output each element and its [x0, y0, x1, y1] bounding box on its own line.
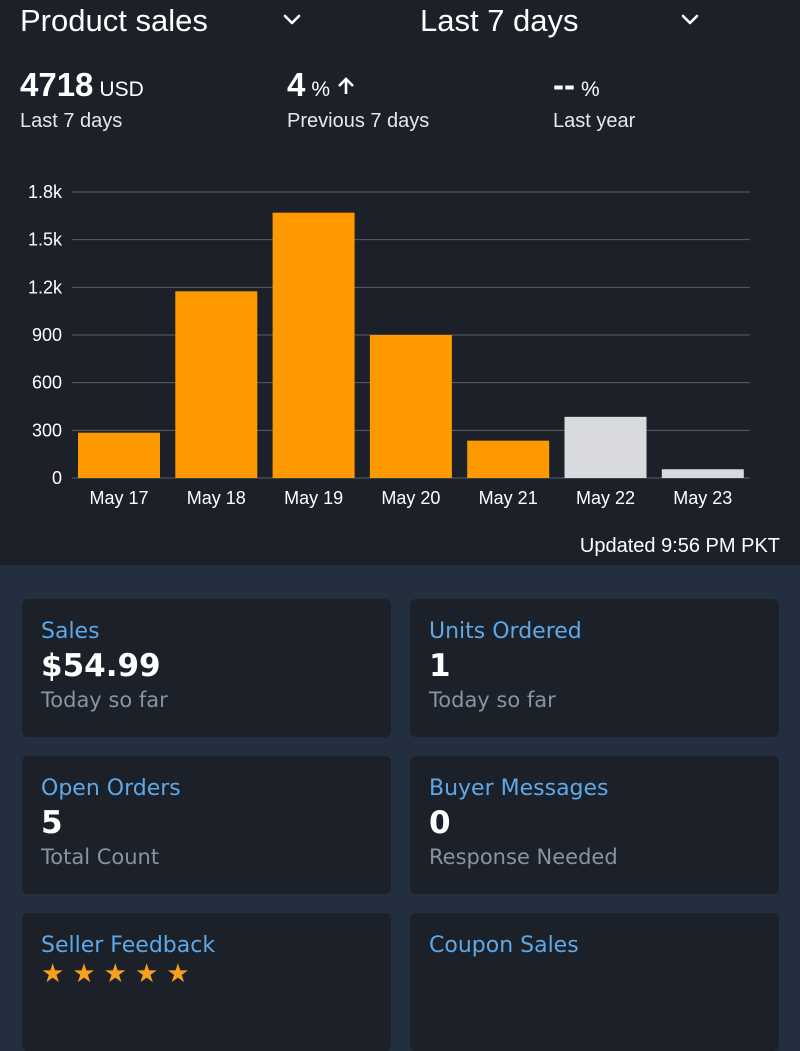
- previous-period-unit: %: [311, 78, 331, 101]
- y-tick-label: 1.2k: [28, 277, 63, 297]
- bar-may-21[interactable]: [467, 440, 550, 478]
- open-orders-card[interactable]: Open Orders 5 Total Count: [22, 756, 391, 894]
- buyer-messages-title: Buyer Messages: [429, 776, 609, 801]
- x-tick-label: May 17: [89, 488, 148, 508]
- arrow-up-icon: [338, 77, 354, 94]
- star-icon: ★: [72, 958, 104, 988]
- y-tick-label: 300: [32, 420, 62, 440]
- previous-period-caption: Previous 7 days: [287, 110, 430, 132]
- last-year-unit: %: [580, 78, 600, 101]
- last-year-stat: -- % Last year: [553, 66, 635, 133]
- bar-may-20[interactable]: [369, 335, 452, 478]
- bar-may-18[interactable]: [175, 291, 258, 478]
- buyer-messages-subtitle: Response Needed: [429, 845, 618, 869]
- star-icon: ★: [134, 958, 167, 988]
- y-tick-label: 900: [32, 325, 62, 345]
- open-orders-subtitle: Total Count: [41, 845, 160, 869]
- open-orders-title: Open Orders: [41, 776, 181, 801]
- metric-dropdown-label: Product sales: [20, 3, 208, 38]
- date-range-dropdown[interactable]: Last 7 days: [420, 0, 720, 42]
- units-ordered-card[interactable]: Units Ordered 1 Today so far: [410, 599, 779, 737]
- coupon-sales-title: Coupon Sales: [429, 933, 579, 958]
- x-tick-label: May 18: [187, 488, 246, 508]
- x-tick-label: May 22: [576, 488, 635, 508]
- y-tick-label: 0: [52, 468, 62, 488]
- total-sales-unit: USD: [99, 78, 144, 101]
- sales-card-subtitle: Today so far: [41, 688, 168, 712]
- bar-may-19[interactable]: [272, 212, 355, 478]
- sales-card-title: Sales: [41, 619, 100, 644]
- x-tick-label: May 21: [479, 488, 538, 508]
- x-tick-label: May 23: [673, 488, 732, 508]
- sales-card-value: $54.99: [41, 648, 161, 684]
- seller-feedback-card[interactable]: Seller Feedback ★★★★★: [22, 913, 391, 1051]
- total-sales-value: 4718: [20, 66, 94, 103]
- buyer-messages-value: 0: [429, 805, 451, 841]
- date-range-label: Last 7 days: [420, 3, 579, 38]
- chevron-down-icon: [283, 14, 301, 25]
- last-year-caption: Last year: [553, 110, 636, 132]
- y-tick-label: 1.8k: [28, 182, 63, 202]
- last-year-value: --: [553, 66, 575, 103]
- star-icon: ★: [103, 958, 135, 988]
- updated-timestamp: Updated 9:56 PM PKT: [579, 535, 780, 557]
- x-tick-label: May 20: [381, 488, 440, 508]
- units-ordered-subtitle: Today so far: [429, 688, 556, 712]
- star-icon: ★: [166, 958, 198, 988]
- seller-feedback-title: Seller Feedback: [41, 933, 216, 958]
- total-sales-caption: Last 7 days: [20, 110, 123, 132]
- units-ordered-title: Units Ordered: [429, 619, 582, 644]
- total-sales-stat: 4718 USD Last 7 days: [20, 66, 144, 133]
- bar-may-23[interactable]: [661, 469, 744, 478]
- open-orders-value: 5: [41, 805, 63, 841]
- sales-bar-chart: 0 300 600 900 1.2k 1.5k 1.8k May 17 May 18 May 19…: [28, 182, 750, 508]
- bar-may-22[interactable]: [564, 416, 647, 478]
- star-icon: ★: [41, 958, 73, 988]
- sales-card[interactable]: Sales $54.99 Today so far: [22, 599, 391, 737]
- buyer-messages-card[interactable]: Buyer Messages 0 Response Needed: [410, 756, 779, 894]
- metric-dropdown[interactable]: Product sales: [20, 0, 320, 42]
- units-ordered-value: 1: [429, 648, 451, 684]
- bar-may-17[interactable]: [78, 432, 160, 478]
- previous-period-value: 4: [287, 66, 306, 103]
- y-tick-label: 1.5k: [28, 230, 63, 250]
- y-tick-label: 600: [32, 373, 62, 393]
- star-rating: ★★★★★: [41, 958, 372, 989]
- sales-overview-panel: Product sales Last 7 days 4718 USD Last …: [0, 0, 800, 565]
- previous-period-stat: 4 % Previous 7 days: [287, 66, 429, 133]
- coupon-sales-card[interactable]: Coupon Sales: [410, 913, 779, 1051]
- x-tick-label: May 19: [284, 488, 343, 508]
- chevron-down-icon: [681, 14, 699, 25]
